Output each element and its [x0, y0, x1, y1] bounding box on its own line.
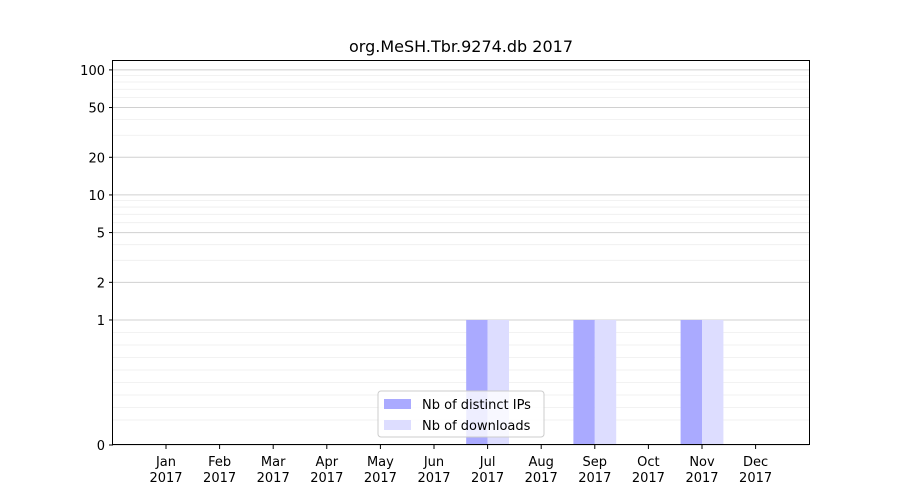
x-tick-label-year: 2017	[578, 471, 611, 486]
y-tick-label: 1	[97, 314, 105, 329]
x-axis: Jan2017Feb2017Mar2017Apr2017May2017Jun20…	[149, 445, 772, 486]
x-tick-label: Nov	[689, 455, 715, 470]
x-tick-label-year: 2017	[525, 471, 558, 486]
y-tick-label: 100	[80, 64, 105, 79]
x-tick-label: Jun	[423, 455, 444, 470]
x-tick-label-year: 2017	[685, 471, 718, 486]
legend-label: Nb of downloads	[422, 419, 531, 434]
x-tick-label-year: 2017	[310, 471, 343, 486]
legend-swatch	[384, 420, 411, 430]
bar	[573, 319, 595, 445]
x-tick-label-year: 2017	[417, 471, 450, 486]
legend-label: Nb of distinct IPs	[422, 398, 531, 413]
x-tick-label: Oct	[637, 455, 659, 470]
x-tick-label: Dec	[743, 455, 768, 470]
x-tick-label: Jul	[479, 455, 496, 470]
x-tick-label-year: 2017	[632, 471, 665, 486]
y-tick-label: 5	[97, 227, 105, 242]
x-tick-label-year: 2017	[257, 471, 290, 486]
y-tick-label: 50	[88, 102, 105, 117]
y-tick-label: 10	[88, 189, 105, 204]
legend-box	[377, 390, 545, 438]
x-tick-label-year: 2017	[203, 471, 236, 486]
x-tick-label: Apr	[316, 455, 339, 470]
x-tick-label: Mar	[261, 455, 286, 470]
plot-frame	[112, 60, 810, 445]
x-tick-label-year: 2017	[364, 471, 397, 486]
legend-swatch	[384, 399, 411, 409]
bar	[680, 319, 702, 445]
x-tick-label: Aug	[529, 455, 554, 470]
legend: Nb of distinct IPs Nb of downloads	[377, 390, 545, 438]
y-tick-label: 20	[88, 151, 105, 166]
y-tick-label: 2	[97, 276, 105, 291]
x-tick-label: May	[367, 455, 394, 470]
bar	[594, 319, 617, 445]
x-tick-label: Feb	[208, 455, 231, 470]
y-tick-label: 0	[97, 439, 105, 454]
chart-title: org.MeSH.Tbr.9274.db 2017	[349, 37, 573, 56]
bar	[702, 319, 724, 445]
x-tick-label-year: 2017	[471, 471, 504, 486]
x-tick-label-year: 2017	[739, 471, 772, 486]
y-axis: 0 1 2 5 10 20 50 100	[80, 64, 113, 454]
x-tick-label-year: 2017	[149, 471, 182, 486]
x-tick-label: Sep	[583, 455, 608, 470]
x-tick-label: Jan	[155, 455, 176, 470]
